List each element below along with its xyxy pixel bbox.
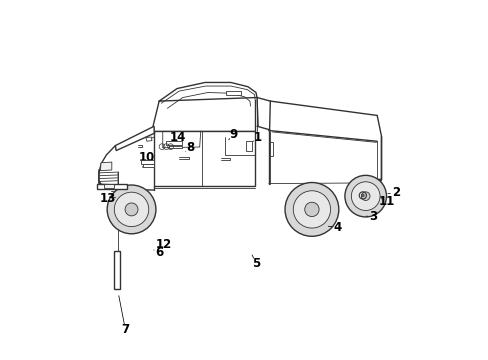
- Polygon shape: [365, 179, 381, 189]
- Polygon shape: [225, 91, 241, 95]
- Polygon shape: [115, 126, 154, 150]
- Text: 13: 13: [99, 192, 115, 205]
- Text: 4: 4: [333, 221, 341, 234]
- Polygon shape: [114, 251, 120, 289]
- Polygon shape: [104, 184, 114, 188]
- Ellipse shape: [361, 192, 369, 201]
- Polygon shape: [169, 145, 182, 148]
- Polygon shape: [100, 162, 112, 171]
- Ellipse shape: [351, 182, 379, 211]
- Ellipse shape: [114, 192, 148, 226]
- Ellipse shape: [344, 175, 386, 217]
- Ellipse shape: [293, 191, 330, 228]
- Polygon shape: [270, 142, 273, 156]
- Ellipse shape: [107, 185, 156, 234]
- Text: 3: 3: [368, 210, 376, 223]
- Text: 8: 8: [185, 141, 194, 154]
- Text: 2: 2: [391, 186, 399, 199]
- Ellipse shape: [304, 202, 319, 217]
- Text: 9: 9: [228, 127, 237, 141]
- Text: 6: 6: [155, 246, 163, 259]
- Polygon shape: [245, 141, 251, 150]
- Polygon shape: [140, 160, 154, 164]
- Ellipse shape: [285, 183, 338, 236]
- Text: 14: 14: [170, 131, 186, 144]
- Polygon shape: [154, 131, 255, 186]
- Text: 5: 5: [251, 257, 260, 270]
- Text: 11: 11: [378, 195, 394, 208]
- Polygon shape: [143, 164, 154, 167]
- Polygon shape: [166, 141, 182, 145]
- Text: 12: 12: [155, 238, 172, 251]
- Polygon shape: [145, 137, 152, 141]
- Text: 1: 1: [254, 131, 262, 144]
- Polygon shape: [97, 184, 126, 189]
- Circle shape: [361, 194, 364, 197]
- Ellipse shape: [125, 203, 138, 216]
- Text: 7: 7: [121, 323, 129, 336]
- Text: 10: 10: [139, 151, 155, 164]
